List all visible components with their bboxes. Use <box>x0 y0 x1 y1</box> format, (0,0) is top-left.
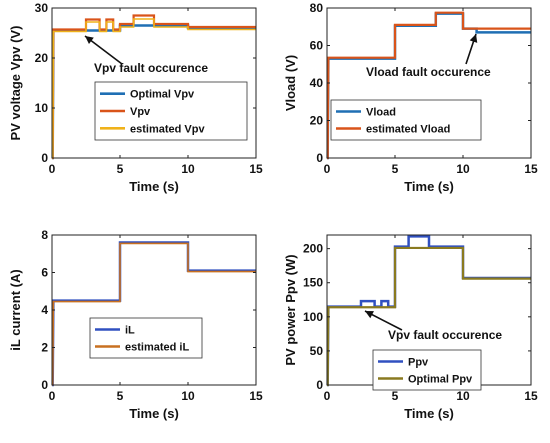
x-axis-label: Time (s) <box>129 179 179 194</box>
legend-entry: iL <box>125 325 135 337</box>
y-tick-label: 100 <box>303 310 323 324</box>
series-line-2 <box>326 246 531 387</box>
x-axis-label: Time (s) <box>129 406 179 421</box>
annotation-arrowhead <box>85 36 94 45</box>
legend-box <box>89 317 203 359</box>
legend: Optimal Vpv Vpv estimated Vpv <box>94 81 248 141</box>
legend-entry: estimated Vload <box>366 124 450 136</box>
y-axis-label: iL current (A) <box>8 269 23 350</box>
series-line-3 <box>51 18 256 159</box>
legend-entry: Vload <box>366 107 396 119</box>
legend-entry: Optimal Vpv <box>130 89 195 101</box>
legend: Ppv Optimal Ppv <box>372 349 482 391</box>
x-axis-label: Time (s) <box>404 179 454 194</box>
x-tick-label: 5 <box>117 389 124 403</box>
x-tick-label: 15 <box>249 162 263 176</box>
x-tick-label: 10 <box>181 389 195 403</box>
x-tick-label: 0 <box>49 389 56 403</box>
y-axis-label: Vload (V) <box>283 55 298 111</box>
series-line-2 <box>51 242 256 386</box>
y-tick-label: 80 <box>310 1 324 15</box>
x-tick-label: 0 <box>324 389 331 403</box>
chart-panel-3: 0 5 10 15 0 2 4 6 8 Time (s) iL current (A) iL estim… <box>8 228 263 421</box>
annotation-arrowhead <box>469 34 478 43</box>
x-tick-label: 15 <box>524 389 538 403</box>
y-tick-label: 6 <box>41 266 48 280</box>
y-tick-label: 150 <box>303 276 323 290</box>
series-line-2 <box>326 11 531 160</box>
y-tick-label: 0 <box>316 378 323 392</box>
axes-frame <box>51 7 257 159</box>
legend-entry: estimated Vpv <box>130 123 205 135</box>
legend-box <box>372 349 482 391</box>
y-axis-label: PV power Ppv (W) <box>283 254 298 365</box>
annotation-text: Vpv fault occurence <box>94 61 208 75</box>
x-axis-label: Time (s) <box>404 406 454 421</box>
y-tick-label: 2 <box>41 341 48 355</box>
y-tick-label: 0 <box>41 151 48 165</box>
y-tick-label: 40 <box>310 76 324 90</box>
legend-entry: Vpv <box>130 106 151 118</box>
legend-entry: estimated iL <box>125 342 189 354</box>
x-tick-label: 5 <box>117 162 124 176</box>
plot-area <box>52 235 256 385</box>
x-tick-label: 10 <box>456 162 470 176</box>
legend: Vload estimated Vload <box>330 99 482 141</box>
legend-entry: Ppv <box>408 357 429 369</box>
x-tick-label: 5 <box>392 162 399 176</box>
x-tick-label: 15 <box>524 162 538 176</box>
y-tick-label: 20 <box>310 114 324 128</box>
x-tick-label: 0 <box>49 162 56 176</box>
x-tick-label: 15 <box>249 389 263 403</box>
y-tick-label: 50 <box>310 344 324 358</box>
x-tick-label: 0 <box>324 162 331 176</box>
annotation-text: Vpv fault occurence <box>388 328 502 342</box>
legend: iL estimated iL <box>89 317 203 359</box>
chart-panel-2: 0 5 10 15 0 20 40 60 80 Time (s) Vload (V) Vload est… <box>283 1 538 194</box>
y-tick-label: 0 <box>316 151 323 165</box>
legend-entry: Optimal Ppv <box>408 374 473 386</box>
y-tick-label: 8 <box>41 228 48 242</box>
y-tick-label: 20 <box>35 51 49 65</box>
annotation-text: Vload fault occurence <box>366 65 491 79</box>
y-tick-label: 4 <box>41 303 48 317</box>
x-tick-label: 5 <box>392 389 399 403</box>
y-tick-label: 60 <box>310 39 324 53</box>
legend-box <box>330 99 482 141</box>
y-tick-label: 0 <box>41 378 48 392</box>
chart-panel-1: 0 5 10 15 0 10 20 30 Time (s) PV voltage Vpv (V) O… <box>8 1 263 194</box>
y-tick-label: 30 <box>35 1 49 15</box>
y-tick-label: 10 <box>35 101 49 115</box>
y-tick-label: 200 <box>303 242 323 256</box>
x-tick-label: 10 <box>456 389 470 403</box>
series-line-1 <box>326 235 531 387</box>
x-tick-label: 10 <box>181 162 195 176</box>
annotation-arrowhead <box>365 311 374 319</box>
y-axis-label: PV voltage Vpv (V) <box>8 26 23 141</box>
